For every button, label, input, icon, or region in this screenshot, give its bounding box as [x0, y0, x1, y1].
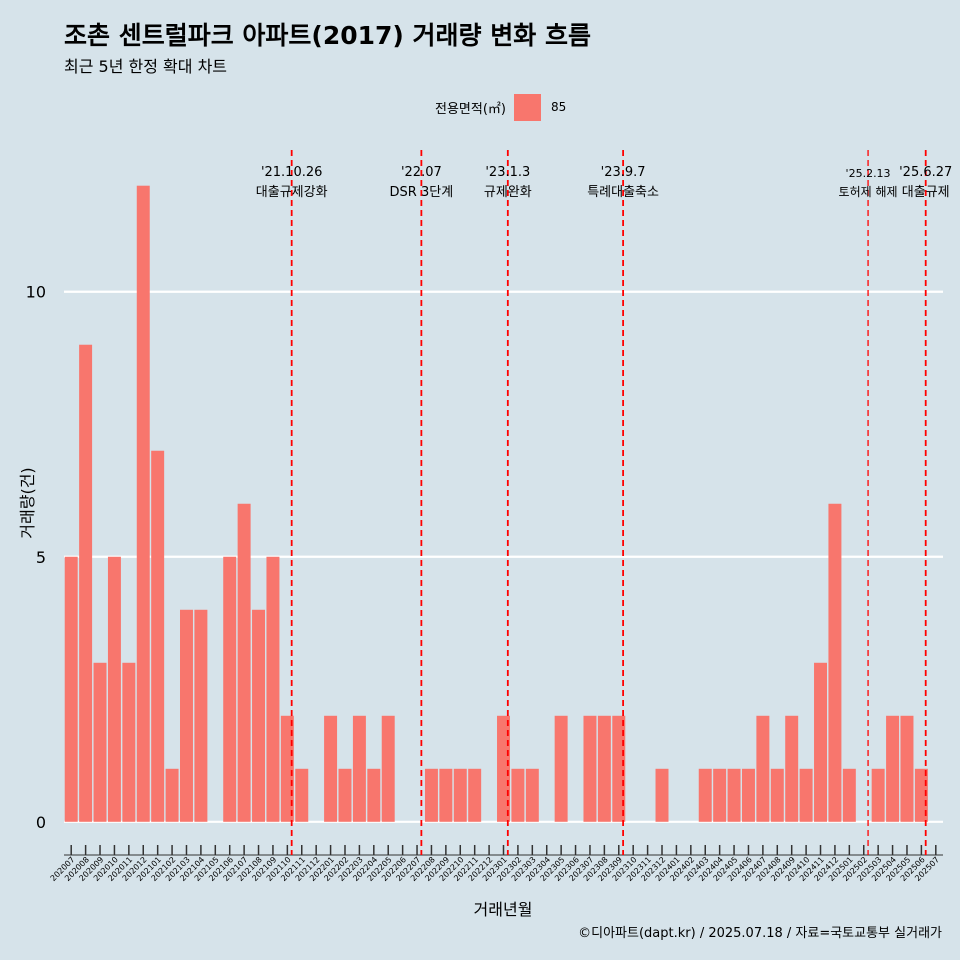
bar: [64, 556, 78, 822]
event-date: '25.2.13: [846, 167, 891, 180]
bar: [612, 715, 626, 822]
bar: [237, 503, 251, 822]
x-axis-title: 거래년월: [474, 900, 533, 919]
bar: [756, 715, 770, 822]
event-date: '23.9.7: [601, 165, 646, 180]
y-axis-title: 거래량(건): [18, 467, 37, 538]
event-label: 대출규제: [902, 185, 950, 200]
event-label: DSR 3단계: [390, 185, 454, 200]
bar: [727, 768, 741, 822]
bar: [871, 768, 885, 822]
bar: [525, 768, 539, 822]
bar: [799, 768, 813, 822]
bar: [179, 609, 193, 822]
event-label: 대출규제강화: [256, 185, 328, 200]
bar: [252, 609, 266, 822]
bar: [814, 662, 828, 822]
bar: [828, 503, 842, 822]
bar: [338, 768, 352, 822]
bar: [597, 715, 611, 822]
legend: 전용면적(㎡) 85: [435, 93, 566, 121]
bar: [554, 715, 568, 822]
chart-subtitle: 최근 5년 한정 확대 차트: [64, 57, 228, 76]
event-date: '23.1.3: [485, 165, 530, 180]
bar: [280, 715, 294, 822]
chart-title: 조촌 센트럴파크 아파트(2017) 거래량 변화 흐름: [64, 21, 591, 50]
event-date: '25.6.27: [899, 165, 952, 180]
bar: [194, 609, 208, 822]
y-tick-label: 0: [36, 813, 46, 832]
y-tick-label: 5: [36, 548, 46, 567]
bar: [842, 768, 856, 822]
bar: [914, 768, 928, 822]
bar: [468, 768, 482, 822]
legend-title: 전용면적(㎡): [435, 101, 506, 117]
bar: [453, 768, 467, 822]
bar: [295, 768, 309, 822]
bar: [713, 768, 727, 822]
event-label: 규제완화: [484, 185, 532, 200]
bar: [107, 556, 121, 822]
bar: [352, 715, 366, 822]
bar: [741, 768, 755, 822]
chart-caption: ©디아파트(dapt.kr) / 2025.07.18 / 자료=국토교통부 실…: [578, 926, 942, 941]
bar: [151, 450, 165, 822]
bar: [381, 715, 395, 822]
bar: [165, 768, 179, 822]
bar: [583, 715, 597, 822]
bar: [439, 768, 453, 822]
event-label: 특례대출축소: [587, 185, 659, 200]
event-date: '22.07: [401, 165, 442, 180]
bar: [424, 768, 438, 822]
bar: [122, 662, 136, 822]
legend-entry: 85: [550, 100, 567, 114]
bar: [93, 662, 107, 822]
bar: [770, 768, 784, 822]
bar: [511, 768, 525, 822]
bar: [324, 715, 338, 822]
bar: [223, 556, 237, 822]
event-date: '21.10.26: [261, 165, 322, 180]
bar: [886, 715, 900, 822]
bar: [136, 185, 150, 822]
bar: [497, 715, 510, 822]
event-label: 토허제 해제: [839, 185, 898, 199]
legend-swatch: [513, 93, 541, 121]
bar: [785, 715, 799, 822]
bar: [266, 556, 280, 822]
bar: [698, 768, 712, 822]
bar: [367, 768, 381, 822]
bar: [655, 768, 669, 822]
y-tick-label: 10: [26, 283, 46, 302]
bar: [900, 715, 914, 822]
bar: [79, 344, 93, 822]
